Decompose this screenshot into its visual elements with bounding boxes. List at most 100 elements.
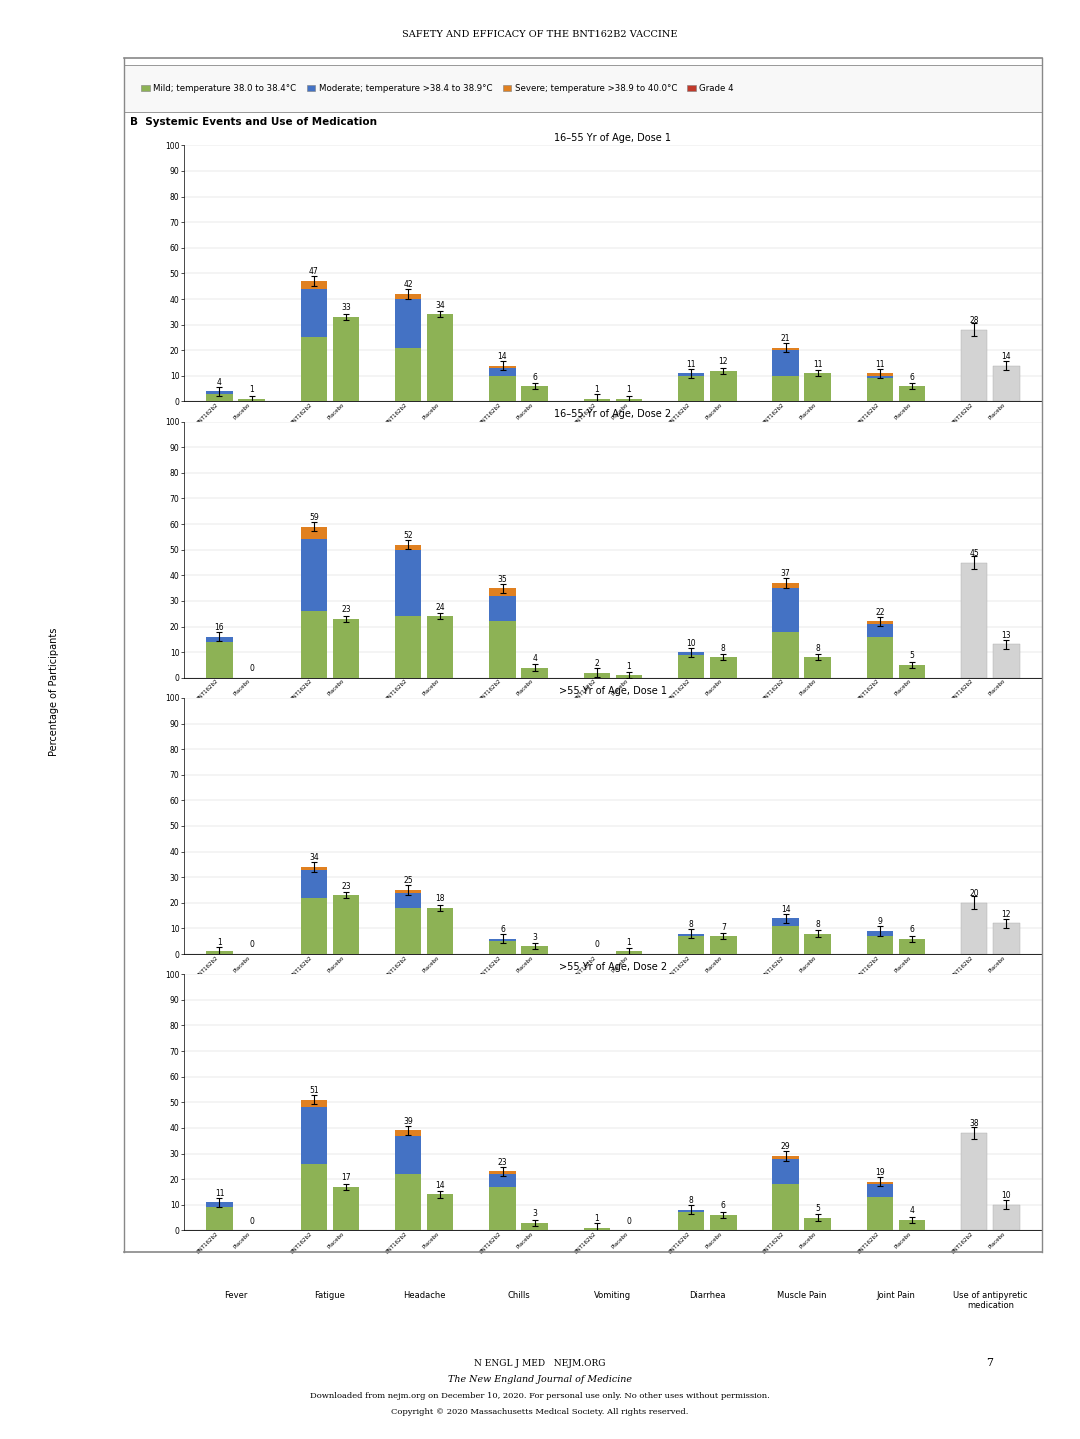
Bar <box>489 596 516 622</box>
Text: Vomiting: Vomiting <box>594 1291 632 1299</box>
Text: 25: 25 <box>403 876 413 885</box>
Text: Copyright © 2020 Massachusetts Medical Society. All rights reserved.: Copyright © 2020 Massachusetts Medical S… <box>391 1407 689 1416</box>
Text: 13: 13 <box>1001 630 1011 640</box>
Bar <box>616 675 643 678</box>
Bar <box>395 1174 421 1230</box>
Text: 23: 23 <box>498 1158 508 1167</box>
Bar <box>772 376 799 401</box>
Text: 8: 8 <box>815 920 820 930</box>
Bar <box>300 281 327 289</box>
Bar <box>867 1181 893 1184</box>
Bar <box>300 527 327 540</box>
Bar <box>300 1164 327 1230</box>
Bar <box>805 373 831 401</box>
Text: 0: 0 <box>249 665 254 673</box>
Bar <box>300 1099 327 1108</box>
Text: 4: 4 <box>532 653 537 663</box>
Bar <box>395 892 421 908</box>
Bar <box>395 908 421 954</box>
Bar <box>710 937 737 954</box>
Text: SAFETY AND EFFICACY OF THE BNT162B2 VACCINE: SAFETY AND EFFICACY OF THE BNT162B2 VACC… <box>402 30 678 39</box>
Text: Joint Pain: Joint Pain <box>877 1291 916 1299</box>
Bar <box>489 376 516 401</box>
Bar <box>867 622 893 625</box>
Text: 14: 14 <box>781 905 791 914</box>
Bar <box>772 350 799 376</box>
Bar <box>206 1207 232 1230</box>
Text: 52: 52 <box>403 531 413 540</box>
Text: 11: 11 <box>215 1189 225 1197</box>
Text: 11: 11 <box>813 360 822 368</box>
Bar <box>522 668 548 678</box>
Text: 33: 33 <box>341 304 351 312</box>
Text: 21: 21 <box>781 334 791 342</box>
Bar <box>867 1197 893 1230</box>
Bar <box>772 1156 799 1158</box>
Text: 5: 5 <box>909 652 915 661</box>
Bar <box>961 1132 987 1230</box>
Bar <box>678 1210 704 1213</box>
Text: 1: 1 <box>249 386 254 394</box>
Bar <box>395 889 421 892</box>
Bar <box>206 642 232 678</box>
Text: 22: 22 <box>875 607 885 617</box>
Bar <box>678 652 704 655</box>
Bar <box>489 941 516 954</box>
Bar <box>489 622 516 678</box>
Bar <box>678 376 704 401</box>
Bar <box>805 1217 831 1230</box>
Text: 7: 7 <box>987 1358 994 1368</box>
Bar <box>427 1194 454 1230</box>
Text: 14: 14 <box>435 1181 445 1190</box>
Text: 6: 6 <box>909 925 915 934</box>
Text: 8: 8 <box>721 643 726 653</box>
Bar <box>206 637 232 642</box>
Text: 11: 11 <box>687 360 696 368</box>
Text: Diarrhea: Diarrhea <box>689 1291 726 1299</box>
Bar <box>899 1220 926 1230</box>
Bar <box>300 540 327 612</box>
Bar <box>867 376 893 378</box>
Text: 12: 12 <box>718 357 728 366</box>
Text: 39: 39 <box>403 1117 413 1125</box>
Text: 1: 1 <box>594 1215 599 1223</box>
Text: 6: 6 <box>500 925 505 934</box>
Text: 0: 0 <box>626 1217 632 1226</box>
Bar <box>899 938 926 954</box>
Text: 45: 45 <box>970 548 980 558</box>
Text: B  Systemic Events and Use of Medication: B Systemic Events and Use of Medication <box>130 117 377 127</box>
Text: Headache: Headache <box>403 1291 445 1299</box>
Text: 0: 0 <box>249 941 254 950</box>
Bar <box>583 399 610 401</box>
Bar <box>395 348 421 401</box>
Bar <box>427 908 454 954</box>
Bar <box>583 672 610 678</box>
Bar <box>867 1184 893 1197</box>
Text: 0: 0 <box>249 1217 254 1226</box>
Bar <box>489 368 516 376</box>
Legend: Mild; temperature 38.0 to 38.4°C, Moderate; temperature >38.4 to 38.9°C, Severe;: Mild; temperature 38.0 to 38.4°C, Modera… <box>137 81 738 96</box>
Text: The New England Journal of Medicine: The New England Journal of Medicine <box>448 1376 632 1384</box>
Bar <box>489 589 516 596</box>
Bar <box>772 589 799 632</box>
Text: 6: 6 <box>720 1202 726 1210</box>
Bar <box>489 1171 516 1174</box>
Bar <box>772 348 799 350</box>
Bar <box>616 399 643 401</box>
Bar <box>206 1202 232 1207</box>
Text: 34: 34 <box>309 853 319 862</box>
Bar <box>772 925 799 954</box>
Bar <box>616 951 643 954</box>
Text: 6: 6 <box>532 373 537 381</box>
Title: >55 Yr of Age, Dose 1: >55 Yr of Age, Dose 1 <box>559 686 667 695</box>
Text: 3: 3 <box>532 1209 537 1217</box>
Bar <box>395 1135 421 1174</box>
Title: 16–55 Yr of Age, Dose 1: 16–55 Yr of Age, Dose 1 <box>554 134 672 142</box>
Title: >55 Yr of Age, Dose 2: >55 Yr of Age, Dose 2 <box>558 963 667 971</box>
Bar <box>867 625 893 637</box>
Bar <box>333 619 359 678</box>
Text: Fever: Fever <box>224 1291 247 1299</box>
Text: 1: 1 <box>217 938 221 947</box>
Text: 23: 23 <box>341 606 351 614</box>
Bar <box>772 632 799 678</box>
